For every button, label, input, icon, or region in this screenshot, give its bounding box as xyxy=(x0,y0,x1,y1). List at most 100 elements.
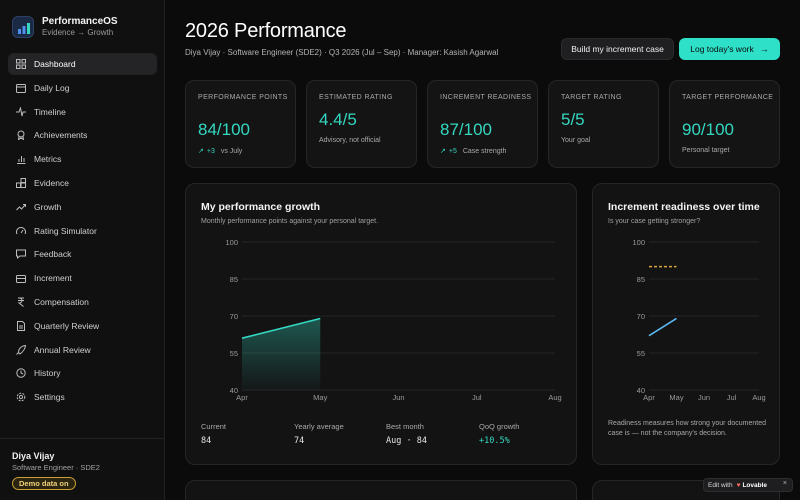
readiness-x-tick-label: Apr xyxy=(643,393,655,402)
sidebar-item-history[interactable]: History xyxy=(8,362,157,384)
brand[interactable]: PerformanceOS Evidence → Growth xyxy=(12,14,162,40)
sidebar-item-label: Metrics xyxy=(34,154,62,165)
trend-up-icon: ↗ xyxy=(198,148,204,155)
lovable-name: Lovable xyxy=(742,481,767,489)
increment-readiness-card: Increment readiness over time Is your ca… xyxy=(592,183,780,465)
sidebar-item-label: Increment xyxy=(34,273,72,284)
card-subtitle: Is your case getting stronger? xyxy=(608,218,701,225)
user-name: Diya Vijay xyxy=(12,451,55,461)
sidebar-item-settings[interactable]: Settings xyxy=(8,386,157,408)
stat-value: +10.5% xyxy=(479,436,510,446)
kpi-estimated-rating: Estimated Rating 4.4/5 Advisory, not off… xyxy=(306,80,417,168)
stat-label: QoQ growth xyxy=(479,422,520,431)
performance-growth-chart: 40 55 70 85 100 Apr May Jun Jul Aug xyxy=(225,238,561,402)
kpi-note-text: Advisory, not official xyxy=(319,137,381,144)
brand-subtitle: Evidence → Growth xyxy=(42,28,114,37)
kpi-target-rating: Target Rating 5/5 Your goal xyxy=(548,80,659,168)
kpi-label: Performance Points xyxy=(198,94,288,101)
kpi-performance-points: Performance Points 84/100 ↗ +3 vs July xyxy=(185,80,296,168)
sidebar-item-label: Dashboard xyxy=(34,59,76,69)
close-icon[interactable]: × xyxy=(782,480,787,487)
edit-with-lovable-badge[interactable]: Edit with ♥ Lovable × xyxy=(703,478,793,492)
sidebar-item-feedback[interactable]: Feedback xyxy=(8,243,157,265)
stat-label: Best month xyxy=(386,422,424,431)
sidebar-item-increment[interactable]: Increment xyxy=(8,267,157,289)
brand-title: PerformanceOS xyxy=(42,16,118,27)
award-icon xyxy=(16,130,26,141)
arrow-right-icon: → xyxy=(759,44,769,54)
sidebar-item-label: Annual Review xyxy=(34,344,91,355)
pulse-icon xyxy=(16,106,26,117)
lovable-prefix: Edit with xyxy=(708,481,733,489)
brand-logo-icon xyxy=(12,16,34,38)
sidebar: PerformanceOS Evidence → Growth Dashboar… xyxy=(0,0,165,500)
growth-y-tick-label: 100 xyxy=(225,238,238,247)
growth-y-tick-label: 40 xyxy=(230,386,238,395)
bar-chart-icon xyxy=(16,154,26,165)
grid-icon xyxy=(16,59,26,69)
readiness-x-tick-label: May xyxy=(669,393,683,402)
demo-data-badge[interactable]: Demo data on xyxy=(12,477,76,490)
kpi-target-performance: Target Performance 90/100 Personal targe… xyxy=(669,80,780,168)
kpi-note-text: Case strength xyxy=(462,148,507,155)
kpi-note: ↗ +5 Case strength xyxy=(440,147,506,155)
growth-y-tick-label: 85 xyxy=(230,275,238,284)
sidebar-nav: Dashboard Daily Log Timeline Achievements Me… xyxy=(8,53,157,410)
user-panel: Diya Vijay Software Engineer · SDE2 Demo… xyxy=(0,438,165,500)
sidebar-item-growth[interactable]: Growth xyxy=(8,196,157,218)
sidebar-item-metrics[interactable]: Metrics xyxy=(8,148,157,170)
stat-value: 74 xyxy=(294,436,305,446)
stat-value: Aug · 84 xyxy=(386,436,427,446)
growth-series-line xyxy=(241,317,321,339)
sidebar-item-daily-log[interactable]: Daily Log xyxy=(8,77,157,99)
stat-value: 84 xyxy=(201,436,212,446)
kpi-label: Increment Readiness xyxy=(440,94,532,101)
trend-up-icon xyxy=(16,202,26,212)
sidebar-item-compensation[interactable]: Compensation xyxy=(8,291,157,313)
sidebar-item-achievements[interactable]: Achievements xyxy=(8,124,157,146)
log-button-label: Log today's work xyxy=(690,44,754,54)
kpi-value: 90/100 xyxy=(682,120,734,139)
kpi-label: Estimated Rating xyxy=(319,94,393,101)
readiness-x-tick-label: Jun xyxy=(698,393,710,402)
kpi-delta: +3 xyxy=(206,148,215,155)
gauge-icon xyxy=(16,226,26,236)
sidebar-item-timeline[interactable]: Timeline xyxy=(8,101,157,123)
sidebar-item-annual-review[interactable]: Annual Review xyxy=(8,339,157,361)
readiness-note: Readiness measures how strong your docum… xyxy=(608,420,766,437)
performance-growth-card: My performance growth Monthly performanc… xyxy=(185,183,577,465)
growth-x-tick-label: Apr xyxy=(236,393,248,402)
sidebar-item-label: Evidence xyxy=(34,177,69,188)
message-icon xyxy=(16,249,26,260)
sidebar-item-label: Settings xyxy=(34,392,65,403)
readiness-y-tick-label: 70 xyxy=(637,312,645,321)
growth-y-tick-label: 70 xyxy=(230,312,238,321)
readiness-y-tick-label: 100 xyxy=(632,238,645,247)
growth-x-tick-label: Aug xyxy=(548,393,561,402)
readiness-y-tick-label: 40 xyxy=(637,386,645,395)
kpi-label: Target Performance xyxy=(682,94,774,101)
log-todays-work-button[interactable]: Log today's work → xyxy=(679,38,780,60)
sidebar-item-label: Quarterly Review xyxy=(34,320,100,331)
kpi-value: 87/100 xyxy=(440,120,492,139)
sidebar-item-rating-simulator[interactable]: Rating Simulator xyxy=(8,220,157,242)
sidebar-item-dashboard[interactable]: Dashboard xyxy=(8,53,157,75)
user-role: Software Engineer · SDE2 xyxy=(12,463,100,472)
sidebar-item-label: History xyxy=(34,368,61,379)
heart-icon: ♥ xyxy=(736,481,741,489)
kpi-delta: +5 xyxy=(448,148,457,155)
growth-y-tick-label: 55 xyxy=(230,349,238,358)
blocks-icon xyxy=(16,177,26,188)
document-icon xyxy=(16,320,26,331)
kpi-value: 5/5 xyxy=(561,110,585,129)
sidebar-item-evidence[interactable]: Evidence xyxy=(8,172,157,194)
sidebar-item-label: Rating Simulator xyxy=(34,225,97,236)
calendar-icon xyxy=(16,83,26,93)
sidebar-item-quarterly-review[interactable]: Quarterly Review xyxy=(8,315,157,337)
growth-area xyxy=(242,318,321,390)
gear-icon xyxy=(16,392,26,402)
sidebar-item-label: Daily Log xyxy=(34,82,70,93)
history-icon xyxy=(16,368,26,379)
kpi-note-text: Personal target xyxy=(682,147,730,154)
build-increment-case-button[interactable]: Build my increment case xyxy=(561,38,674,60)
